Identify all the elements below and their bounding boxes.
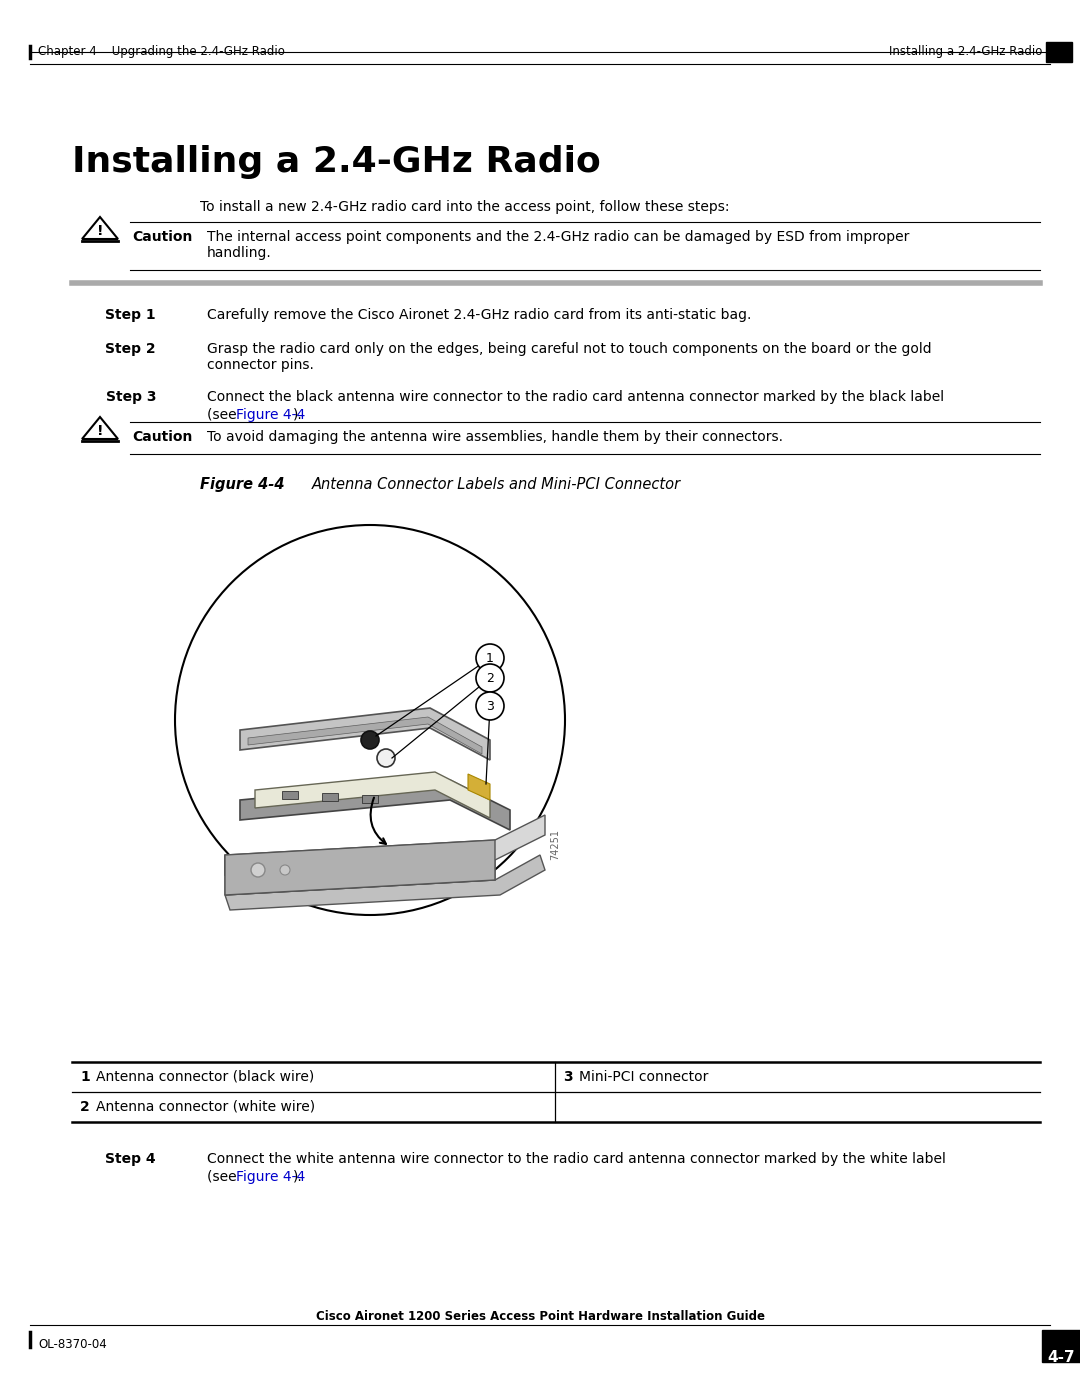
Text: !: !	[97, 224, 104, 237]
Circle shape	[251, 863, 265, 877]
Circle shape	[280, 865, 291, 875]
Text: OL-8370-04: OL-8370-04	[38, 1338, 107, 1351]
Text: 3: 3	[486, 700, 494, 712]
Circle shape	[377, 749, 395, 767]
Polygon shape	[362, 795, 378, 803]
Text: Mini-PCI connector: Mini-PCI connector	[579, 1070, 708, 1084]
Text: Caution: Caution	[132, 231, 192, 244]
Circle shape	[476, 644, 504, 672]
Text: Figure 4-4: Figure 4-4	[200, 476, 284, 492]
Text: The internal access point components and the 2.4-GHz radio can be damaged by ESD: The internal access point components and…	[207, 231, 909, 260]
Text: 4-7: 4-7	[1048, 1350, 1075, 1365]
Text: Figure 4-4: Figure 4-4	[237, 1171, 306, 1185]
Text: Carefully remove the Cisco Aironet 2.4-GHz radio card from its anti-static bag.: Carefully remove the Cisco Aironet 2.4-G…	[207, 307, 752, 321]
Text: Caution: Caution	[132, 430, 192, 444]
Bar	[1047, 42, 1072, 61]
Text: Installing a 2.4-GHz Radio: Installing a 2.4-GHz Radio	[889, 46, 1042, 59]
Text: To avoid damaging the antenna wire assemblies, handle them by their connectors.: To avoid damaging the antenna wire assem…	[207, 430, 783, 444]
Text: 1: 1	[486, 651, 494, 665]
Polygon shape	[282, 791, 298, 799]
Text: Cisco Aironet 1200 Series Access Point Hardware Installation Guide: Cisco Aironet 1200 Series Access Point H…	[315, 1310, 765, 1323]
Polygon shape	[468, 774, 490, 800]
Circle shape	[175, 525, 565, 915]
Polygon shape	[248, 717, 482, 754]
Polygon shape	[225, 840, 495, 895]
Polygon shape	[225, 814, 545, 875]
Text: 3: 3	[563, 1070, 572, 1084]
Text: Connect the black antenna wire connector to the radio card antenna connector mar: Connect the black antenna wire connector…	[207, 390, 944, 404]
Text: 2: 2	[80, 1099, 90, 1113]
Text: 74251: 74251	[550, 830, 561, 861]
Text: To install a new 2.4-GHz radio card into the access point, follow these steps:: To install a new 2.4-GHz radio card into…	[200, 200, 729, 214]
Circle shape	[476, 664, 504, 692]
Text: Antenna connector (black wire): Antenna connector (black wire)	[96, 1070, 314, 1084]
Text: ).: ).	[293, 408, 302, 422]
Text: Step 4: Step 4	[106, 1153, 156, 1166]
Text: !: !	[97, 423, 104, 437]
Circle shape	[361, 731, 379, 749]
Text: Antenna Connector Labels and Mini-PCI Connector: Antenna Connector Labels and Mini-PCI Co…	[312, 476, 681, 492]
Text: 1: 1	[80, 1070, 90, 1084]
Text: (see: (see	[207, 408, 241, 422]
Text: Step 1: Step 1	[106, 307, 156, 321]
Text: 2: 2	[486, 672, 494, 685]
Text: Step 3: Step 3	[106, 390, 156, 404]
Text: Antenna connector (white wire): Antenna connector (white wire)	[96, 1099, 315, 1113]
Text: Figure 4-4: Figure 4-4	[237, 408, 306, 422]
Text: Step 2: Step 2	[106, 342, 156, 356]
Text: Chapter 4    Upgrading the 2.4-GHz Radio: Chapter 4 Upgrading the 2.4-GHz Radio	[38, 46, 285, 59]
Polygon shape	[225, 855, 545, 909]
Bar	[1042, 1330, 1080, 1362]
Polygon shape	[240, 780, 510, 830]
Text: Grasp the radio card only on the edges, being careful not to touch components on: Grasp the radio card only on the edges, …	[207, 342, 932, 372]
Text: ).: ).	[293, 1171, 302, 1185]
Text: (see: (see	[207, 1171, 241, 1185]
Text: Connect the white antenna wire connector to the radio card antenna connector mar: Connect the white antenna wire connector…	[207, 1153, 946, 1166]
Circle shape	[476, 692, 504, 719]
Polygon shape	[322, 793, 338, 800]
Polygon shape	[255, 773, 490, 819]
Text: Installing a 2.4-GHz Radio: Installing a 2.4-GHz Radio	[72, 145, 600, 179]
Polygon shape	[240, 708, 490, 760]
Polygon shape	[225, 855, 495, 895]
